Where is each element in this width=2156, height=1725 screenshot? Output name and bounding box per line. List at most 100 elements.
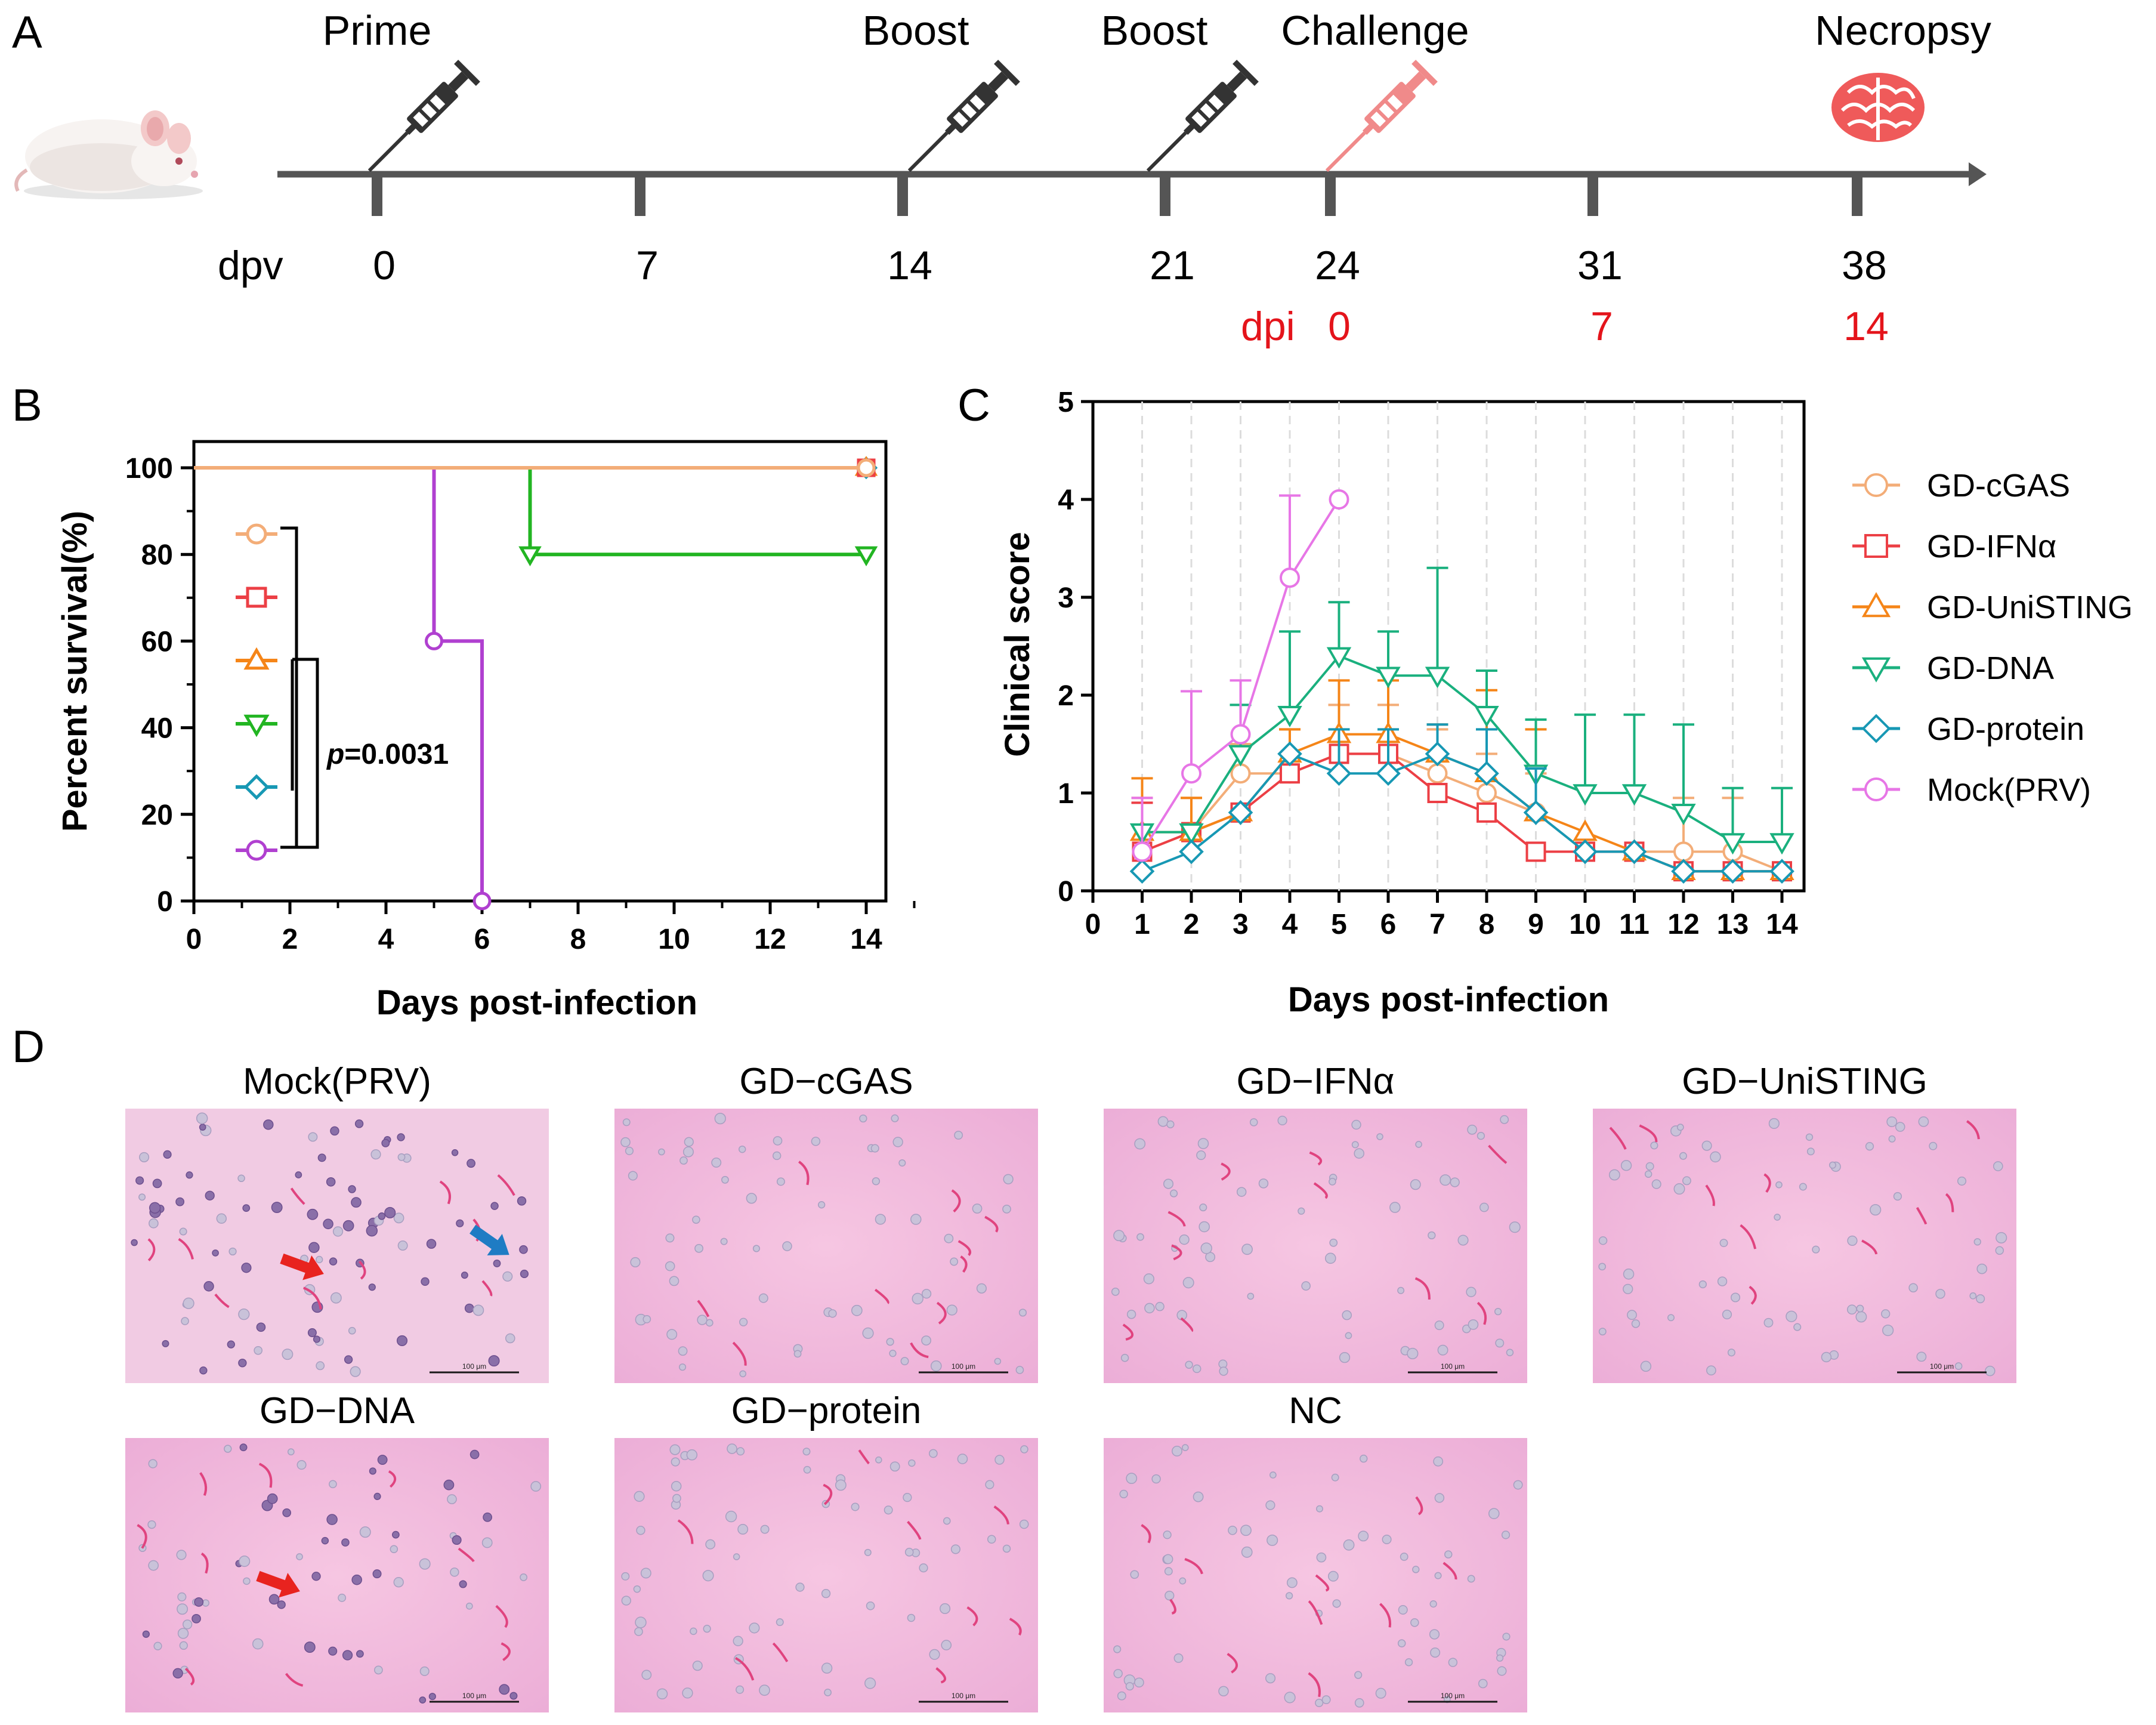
tissue-image: [125, 1438, 549, 1712]
micrograph-title: GD−protein: [731, 1390, 922, 1431]
dpv-tick-labels: 0 7 14 21 24 31 38: [373, 243, 1887, 288]
micrograph: Mock(PRV) 100 μm: [125, 1061, 549, 1383]
survival-legend-marker: [243, 714, 270, 737]
scale-bar-label: 100 μm: [952, 1362, 975, 1371]
clinical-point: [1277, 741, 1302, 767]
dpi-tick-label: 14: [1843, 304, 1889, 349]
syringe-icon: [907, 60, 1020, 172]
clinical-series: [1129, 489, 1794, 884]
clinical-point: [1573, 839, 1598, 865]
survival-point: [472, 891, 492, 911]
clinical-point: [1769, 859, 1794, 884]
x-tick-label: 3: [1233, 909, 1249, 940]
panel-letter-c: C: [957, 380, 990, 431]
scale-bar-label: 100 μm: [462, 1362, 486, 1371]
legend-item: GD-protein: [1852, 711, 2084, 747]
legend-label: GD-UniSTING: [1927, 590, 2133, 625]
histology-panel: D Mock(PRV) 100 μm GD−cGAS 100 μm GD−IFNα 100…: [12, 1022, 2016, 1712]
y-tick-label: 4: [1058, 485, 1074, 516]
clinical-point: [1230, 763, 1251, 784]
dpv-tick-label: 0: [373, 243, 396, 288]
legend-item: Mock(PRV): [1852, 772, 2091, 808]
survival-point: [518, 546, 542, 567]
dpv-tick-label: 7: [636, 243, 659, 288]
clinical-point: [1179, 823, 1204, 845]
clinical-point: [1621, 784, 1647, 806]
x-tick-label: 5: [1331, 909, 1347, 940]
x-tick-label: 13: [1717, 909, 1749, 940]
micrograph-title: GD−DNA: [260, 1390, 415, 1431]
dpv-tick-label: 24: [1315, 243, 1360, 288]
x-tick-label: 8: [1479, 909, 1495, 940]
scale-bar-label: 100 μm: [1441, 1692, 1465, 1700]
clinical-point: [1573, 819, 1598, 841]
tissue-image: [1593, 1109, 2016, 1383]
dpi-label: dpi: [1241, 304, 1295, 349]
clinical-point: [1326, 647, 1352, 669]
survival-curve: [194, 466, 866, 557]
clinical-point: [1474, 706, 1499, 728]
survival-y-axis-title: Percent survival(%): [55, 511, 94, 832]
legend-item: GD-DNA: [1852, 650, 2054, 686]
micrograph: NC 100 μm: [1104, 1390, 1527, 1712]
micrograph: GD−IFNα 100 μm: [1104, 1061, 1527, 1383]
clinical-y-axis-title: Clinical score: [998, 532, 1037, 757]
clinical-point: [1477, 783, 1497, 803]
brain-icon: [1831, 73, 1925, 142]
x-tick-label: 2: [1184, 909, 1200, 940]
x-tick-label: 10: [658, 924, 690, 955]
y-tick-label: 100: [125, 453, 173, 485]
x-tick-label: 6: [1380, 909, 1397, 940]
survival-legend-marker: [246, 523, 267, 545]
panel-letter-a: A: [12, 7, 42, 58]
micrograph-title: GD−cGAS: [739, 1061, 913, 1102]
legend-marker: [1861, 657, 1891, 683]
clinical-point: [1621, 839, 1647, 865]
clinical-point: [1673, 841, 1694, 862]
clinical-point: [1720, 833, 1746, 855]
legend-label: GD-protein: [1927, 711, 2084, 747]
survival-panel: B 0 2 4 6 8 10 12 14 0 20 40 60 80 100 p=0.0031 Days …: [12, 380, 916, 1022]
syringe-icon: [1325, 60, 1438, 172]
x-tick-label: 1: [1134, 909, 1150, 940]
clinical-point: [1427, 763, 1448, 784]
survival-legend-marker: [246, 587, 267, 608]
clinical-point: [1523, 800, 1549, 825]
timeline-events: Prime Boost Boost Challenge Necropsy: [323, 7, 1991, 172]
clinical-point: [1280, 567, 1300, 588]
significance-bracket: [280, 526, 319, 849]
legend-marker: [1861, 714, 1891, 743]
survival-point: [425, 631, 443, 650]
clinical-point: [1425, 666, 1450, 689]
legend-item: GD-IFNα: [1852, 529, 2056, 564]
survival-x-axis-title: Days post-infection: [376, 983, 697, 1022]
scale-bar-label: 100 μm: [462, 1692, 486, 1700]
legend-marker: [1861, 592, 1891, 618]
y-tick-label: 80: [141, 539, 173, 571]
dpv-tick-label: 14: [887, 243, 932, 288]
legend-marker: [1864, 473, 1888, 497]
survival-axes: 0 2 4 6 8 10 12 14 0 20 40 60 80 100: [125, 453, 916, 955]
annotation-arrow: [280, 1253, 324, 1280]
y-tick-label: 5: [1058, 387, 1074, 418]
scale-bar-label: 100 μm: [1930, 1362, 1954, 1371]
clinical-point: [1477, 802, 1497, 823]
clinical-point: [1671, 804, 1696, 826]
y-tick-label: 0: [157, 886, 173, 918]
y-tick-label: 60: [141, 626, 173, 658]
legend-marker: [1864, 534, 1888, 558]
survival-series: [194, 456, 878, 911]
dpv-tick-label: 31: [1577, 243, 1623, 288]
clinical-point: [1129, 859, 1155, 884]
dpv-label: dpv: [218, 243, 283, 288]
clinical-point: [1474, 761, 1499, 786]
timeline-ticks: [372, 174, 1862, 216]
clinical-point: [1329, 489, 1349, 510]
timeline-event-label: Necropsy: [1815, 7, 1991, 54]
x-tick-label: 12: [1667, 909, 1699, 940]
micrograph: GD−DNA 100 μm: [125, 1390, 549, 1712]
annotation-arrow: [469, 1224, 509, 1255]
legend-item: GD-cGAS: [1852, 468, 2070, 504]
